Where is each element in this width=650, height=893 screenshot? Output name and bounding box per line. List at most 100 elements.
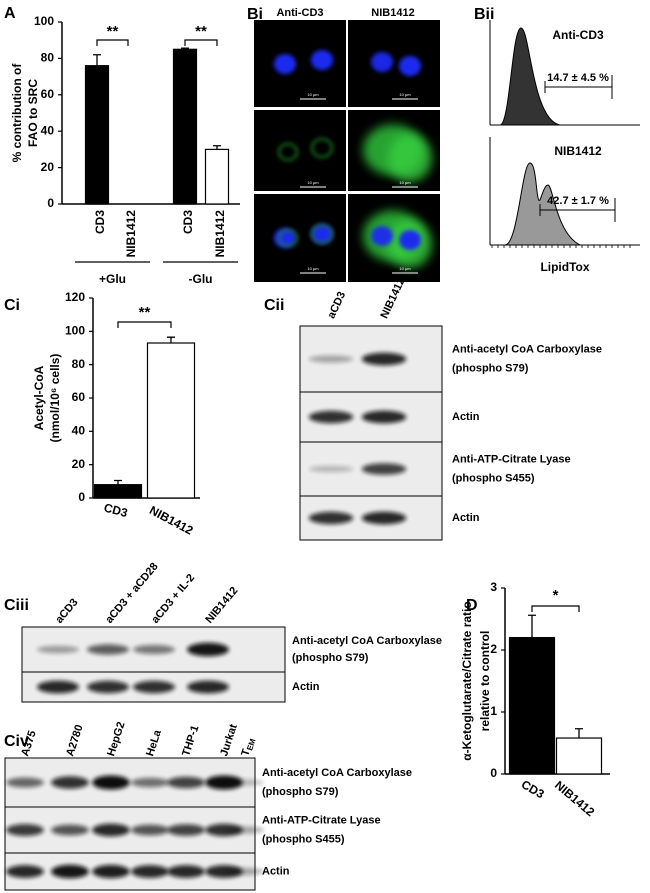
- significance-bracket: [117, 321, 172, 328]
- lane-label: NIB1412: [378, 276, 407, 320]
- y-tick-label: 2: [490, 642, 497, 656]
- band: [87, 680, 129, 694]
- histogram-title: NIB1412: [554, 144, 602, 158]
- band: [37, 680, 79, 694]
- lane-label-main: T: [239, 747, 253, 757]
- band: [167, 824, 205, 836]
- scale-bar-label: 10 µm: [307, 266, 319, 271]
- band: [51, 864, 89, 879]
- nucleus: [274, 54, 296, 74]
- blot-label: Actin: [292, 681, 320, 693]
- significance-label: **: [107, 23, 119, 40]
- blot-label: Anti-ATP-Citrate Lyase: [262, 814, 381, 826]
- significance-label: *: [553, 587, 559, 604]
- x-tick-label: CD3: [181, 210, 195, 234]
- band: [131, 777, 169, 788]
- panel-label: Ci: [4, 297, 20, 314]
- y-tick-label: 100: [65, 324, 85, 338]
- bar: [508, 636, 556, 775]
- nucleus: [399, 230, 421, 250]
- panel-label: Ciii: [4, 597, 29, 614]
- error-bar: [167, 336, 175, 343]
- panel-label: Cii: [264, 297, 284, 314]
- x-tick-label: NIB1412: [213, 210, 227, 258]
- scale-bar-label: 10 µm: [307, 180, 319, 185]
- green-stain: [311, 138, 333, 158]
- x-axis-label: LipidTox: [540, 260, 589, 274]
- blot-label: (phospho S455): [452, 472, 535, 484]
- scale-bar-label: 10 µm: [399, 180, 411, 185]
- error-bar: [114, 479, 122, 485]
- bar: [93, 484, 143, 499]
- blot-label: Actin: [262, 865, 290, 877]
- band: [361, 410, 407, 424]
- x-tick-label: NIB1412: [552, 778, 598, 819]
- y-tick-label: 40: [72, 424, 86, 438]
- y-tick-label: 100: [34, 14, 54, 28]
- blot-label: (phospho S455): [262, 833, 345, 845]
- band: [92, 864, 130, 879]
- band: [6, 824, 44, 836]
- band: [51, 776, 89, 789]
- lane-label: aCD3: [53, 597, 80, 626]
- blot-label: Anti-acetyl CoA Carboxylase: [262, 767, 412, 779]
- y-tick-label: 20: [41, 160, 55, 174]
- gate-label: 14.7 ± 4.5 %: [547, 72, 609, 84]
- green-stain: [388, 134, 432, 182]
- y-tick-label: 80: [41, 51, 55, 65]
- lane-label: THP-1: [180, 724, 201, 758]
- blot-label: (phospho S79): [292, 652, 369, 664]
- band: [131, 824, 169, 836]
- band: [51, 824, 89, 836]
- panel-divider: [346, 20, 348, 282]
- band: [226, 867, 264, 876]
- blot-label: Actin: [452, 512, 480, 524]
- band: [133, 680, 175, 694]
- scale-bar-label: 10 µm: [399, 92, 411, 97]
- band: [167, 776, 205, 789]
- band: [187, 680, 229, 694]
- error-bar: [213, 145, 221, 150]
- band: [361, 352, 407, 366]
- band: [205, 775, 243, 790]
- y-axis-label: % contribution of: [10, 63, 24, 163]
- gate-label: 42.7 ± 1.7 %: [547, 195, 609, 207]
- band: [205, 823, 243, 837]
- green-stain: [278, 229, 298, 247]
- significance-bracket: [96, 39, 129, 46]
- lane-label: NIB1412: [203, 585, 240, 626]
- lane-label: HeLa: [144, 728, 164, 758]
- band: [226, 779, 264, 786]
- band: [308, 355, 354, 363]
- bar: [146, 342, 196, 499]
- panel-divider: [254, 107, 440, 110]
- error-bar: [181, 47, 189, 50]
- error-bar: [575, 728, 583, 739]
- significance-label: **: [195, 23, 207, 40]
- y-axis-label: FAO to SRC: [26, 79, 40, 147]
- lane-label: aCD3 + IL-2: [149, 572, 197, 626]
- lane-label: A2780: [64, 723, 85, 758]
- histogram-title: Anti-CD3: [552, 28, 604, 42]
- blot-label: Anti-acetyl CoA Carboxylase: [452, 343, 602, 355]
- lane-label: Jurkat: [218, 722, 240, 757]
- y-tick-label: 40: [41, 123, 55, 137]
- y-tick-label: 80: [72, 357, 86, 371]
- significance-label: **: [139, 304, 151, 321]
- panel-divider: [254, 191, 440, 194]
- band: [226, 826, 264, 834]
- band: [167, 865, 205, 878]
- x-tick-label: NIB1412: [124, 210, 138, 258]
- blot-label: Anti-acetyl CoA Carboxylase: [292, 635, 442, 647]
- y-tick-label: 0: [78, 490, 85, 504]
- band: [308, 465, 354, 473]
- y-axis-label: (nmol/10⁶ cells): [48, 354, 62, 443]
- lane-label: aCD3: [325, 290, 348, 321]
- band: [361, 511, 407, 525]
- error-bar: [528, 614, 536, 638]
- y-tick-label: 60: [41, 87, 55, 101]
- column-header: NIB1412: [371, 7, 414, 19]
- significance-bracket: [531, 605, 580, 612]
- band: [37, 645, 79, 654]
